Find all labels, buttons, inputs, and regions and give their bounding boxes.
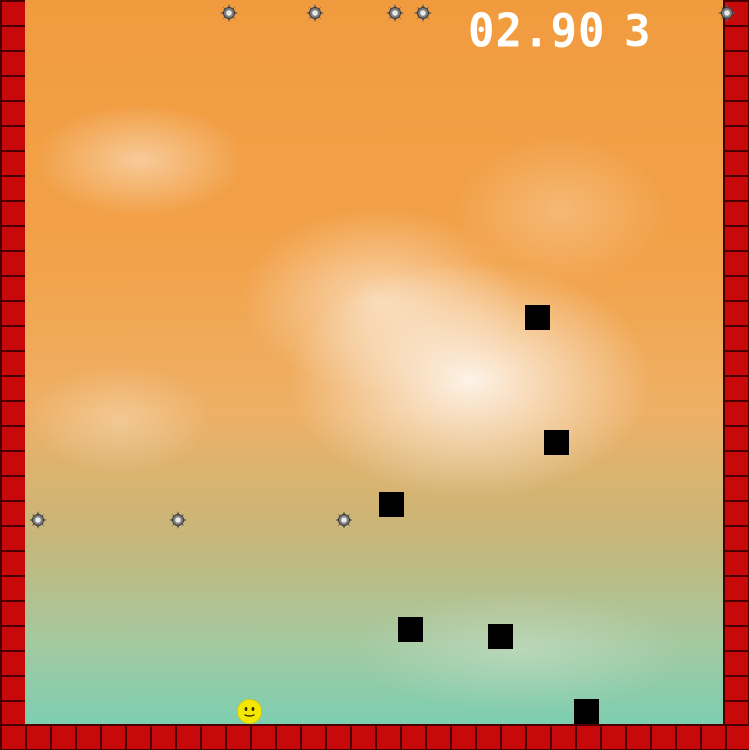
black-block — [398, 617, 423, 642]
lives-counter: 3 — [624, 6, 651, 57]
spiked-mine-icon — [718, 4, 736, 22]
spiked-mine-icon — [306, 4, 324, 22]
spiked-mine-icon — [29, 511, 47, 529]
black-block — [574, 699, 599, 724]
right-brick-wall — [723, 0, 749, 750]
black-block — [544, 430, 569, 455]
black-block — [525, 305, 550, 330]
spiked-mine-icon — [335, 511, 353, 529]
black-block — [379, 492, 404, 517]
spiked-mine-icon — [169, 511, 187, 529]
left-brick-wall — [0, 0, 25, 750]
black-block — [488, 624, 513, 649]
floor-brick-wall — [0, 724, 749, 750]
spiked-mine-icon — [220, 4, 238, 22]
spiked-mine-icon — [414, 4, 432, 22]
timer-display: 02.90 — [468, 4, 606, 59]
smiley-face-icon[interactable] — [237, 699, 262, 724]
spiked-mine-icon — [386, 4, 404, 22]
